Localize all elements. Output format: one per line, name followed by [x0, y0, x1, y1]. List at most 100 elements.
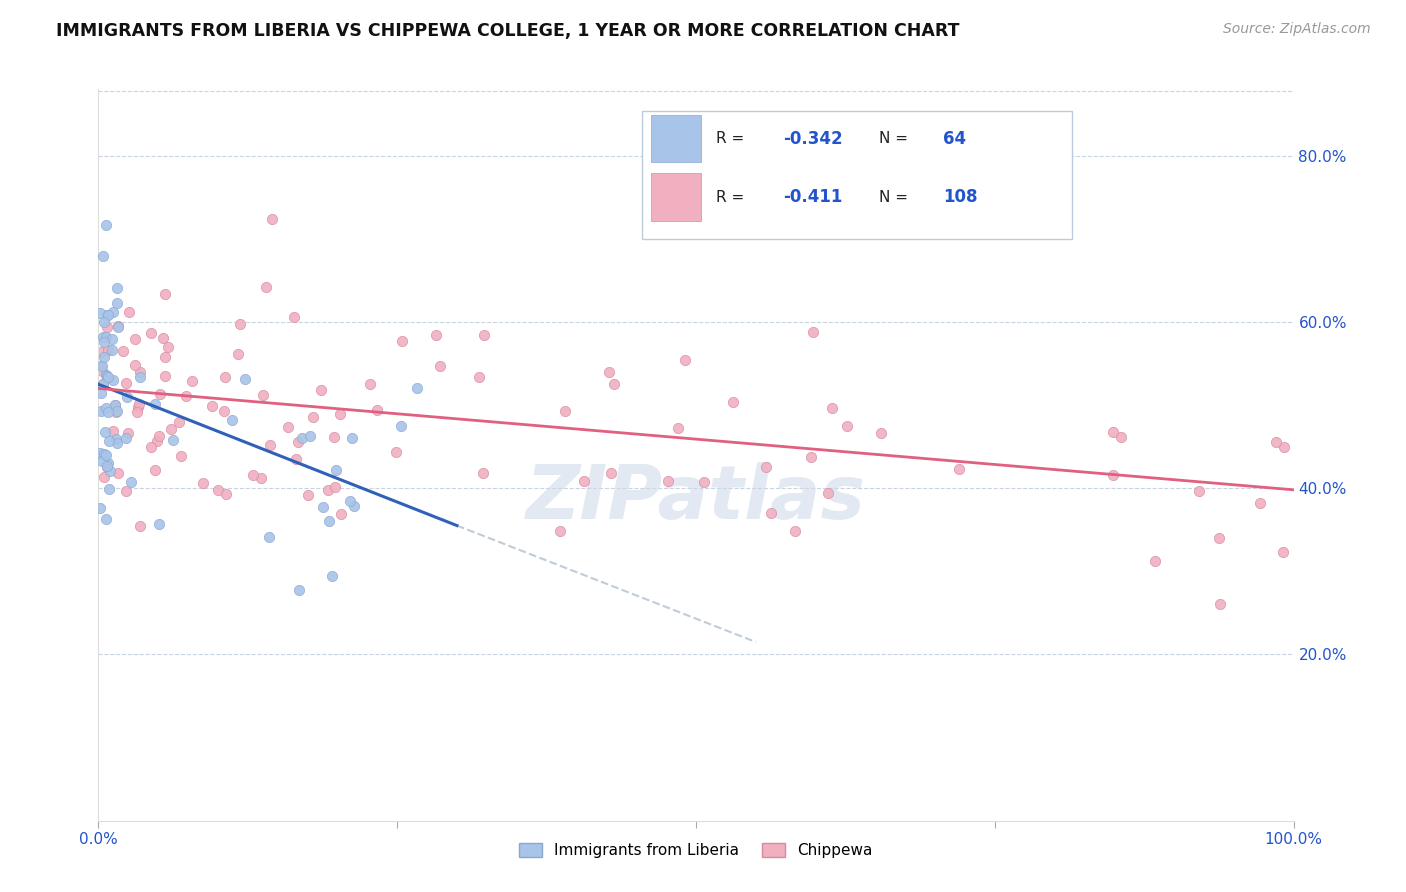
Point — [598, 365, 620, 379]
Point — [207, 483, 229, 497]
Point — [329, 407, 352, 421]
Point — [259, 438, 281, 452]
Point — [821, 401, 844, 416]
Point — [103, 398, 125, 412]
Point — [181, 374, 204, 388]
Point — [425, 328, 447, 343]
Point — [98, 434, 121, 448]
Point — [359, 377, 381, 392]
Point — [117, 425, 139, 440]
Point — [111, 344, 134, 359]
Point — [105, 296, 128, 310]
Point — [472, 328, 495, 343]
Point — [318, 514, 340, 528]
FancyBboxPatch shape — [651, 115, 700, 162]
Point — [817, 486, 839, 500]
Point — [299, 429, 322, 443]
Point — [94, 512, 117, 526]
Point — [120, 475, 142, 489]
Point — [174, 389, 197, 403]
FancyBboxPatch shape — [651, 173, 700, 221]
Point — [226, 347, 249, 361]
Point — [343, 499, 366, 513]
Point — [89, 306, 111, 320]
Point — [321, 569, 343, 583]
Point — [91, 454, 114, 468]
Point — [93, 470, 115, 484]
Point — [468, 370, 491, 384]
Point — [107, 466, 129, 480]
Point — [115, 376, 138, 390]
Point — [93, 315, 115, 329]
Point — [325, 463, 347, 477]
Point — [124, 333, 146, 347]
Point — [1208, 531, 1230, 545]
Point — [96, 369, 118, 384]
Point — [657, 474, 679, 488]
Text: IMMIGRANTS FROM LIBERIA VS CHIPPEWA COLLEGE, 1 YEAR OR MORE CORRELATION CHART: IMMIGRANTS FROM LIBERIA VS CHIPPEWA COLL… — [56, 22, 960, 40]
Text: ZIPatlas: ZIPatlas — [526, 462, 866, 535]
Point — [257, 530, 280, 544]
Point — [242, 468, 264, 483]
Point — [107, 320, 129, 334]
Point — [101, 332, 124, 346]
Point — [429, 359, 451, 374]
Point — [755, 460, 778, 475]
Point — [233, 372, 256, 386]
Point — [389, 419, 412, 434]
Point — [97, 456, 120, 470]
Point — [114, 431, 136, 445]
Point — [291, 431, 314, 445]
Point — [666, 420, 689, 434]
Point — [761, 506, 783, 520]
Point — [115, 483, 138, 498]
Point — [288, 582, 311, 597]
Point — [93, 447, 115, 461]
Point — [90, 386, 112, 401]
Point — [228, 318, 250, 332]
Point — [160, 422, 183, 436]
Point — [93, 334, 115, 349]
Point — [90, 403, 112, 417]
Text: -0.411: -0.411 — [783, 188, 842, 206]
Point — [90, 344, 112, 359]
Point — [322, 430, 344, 444]
Point — [105, 404, 128, 418]
Point — [548, 524, 571, 538]
Point — [869, 426, 891, 441]
Point — [554, 403, 576, 417]
Point — [1109, 430, 1132, 444]
Point — [152, 331, 174, 345]
Point — [153, 368, 176, 383]
Text: R =: R = — [716, 131, 749, 146]
Point — [287, 434, 309, 449]
Point — [93, 351, 115, 365]
Point — [104, 398, 127, 412]
Text: 108: 108 — [943, 188, 977, 206]
Point — [1272, 544, 1295, 558]
Point — [148, 429, 170, 443]
Point — [783, 524, 806, 539]
Point — [249, 471, 271, 485]
Point — [162, 434, 184, 448]
Point — [91, 329, 114, 343]
Point — [90, 359, 112, 373]
Text: -0.342: -0.342 — [783, 130, 842, 148]
Text: 64: 64 — [943, 130, 966, 148]
Point — [104, 432, 127, 446]
Point — [339, 493, 361, 508]
Point — [97, 369, 120, 384]
Point — [128, 370, 150, 384]
Point — [93, 249, 115, 263]
Point — [1144, 554, 1167, 568]
Point — [94, 425, 117, 440]
Point — [309, 383, 332, 397]
Point — [118, 305, 141, 319]
Point — [1188, 483, 1211, 498]
Point — [96, 448, 118, 462]
Point — [105, 436, 128, 450]
Point — [1249, 495, 1271, 509]
Point — [801, 325, 824, 339]
Text: Source: ZipAtlas.com: Source: ZipAtlas.com — [1223, 22, 1371, 37]
Point — [97, 405, 120, 419]
